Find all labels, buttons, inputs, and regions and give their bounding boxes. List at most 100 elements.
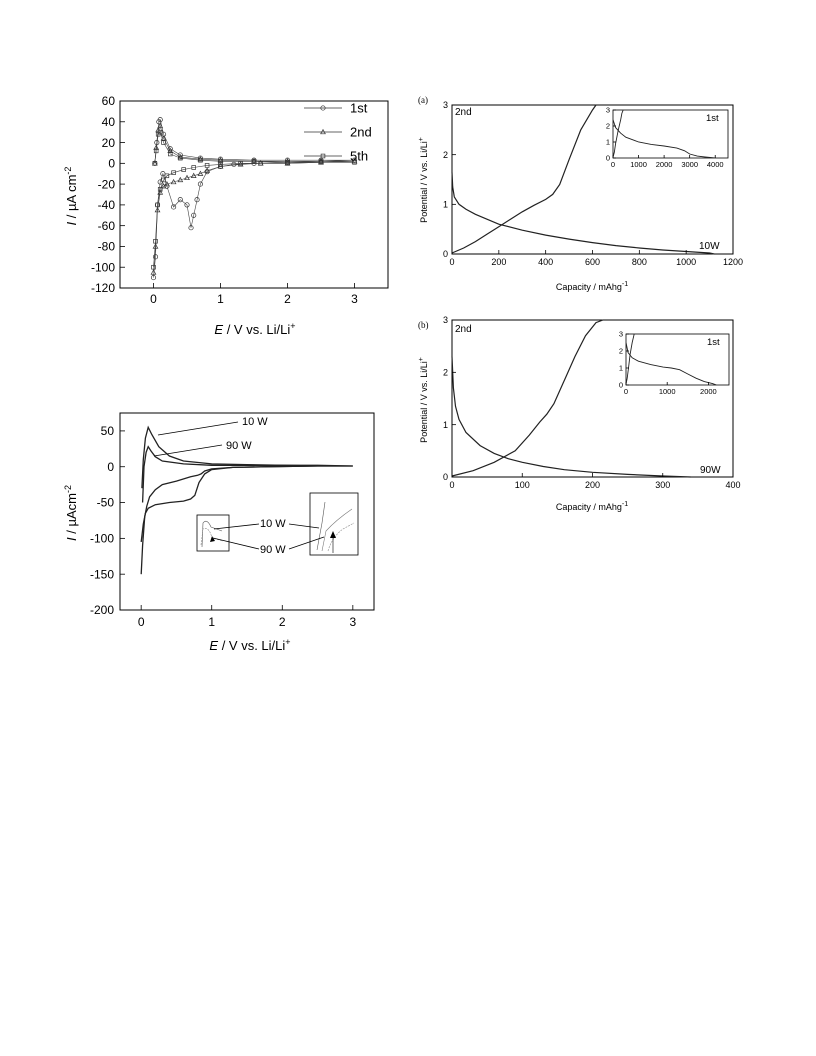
plot-frame [119,100,389,289]
y-tick-label: 1 [606,138,610,147]
data-point [318,160,324,165]
data-point [197,170,204,176]
data-point [188,225,194,231]
y-tick-label: -120 [91,281,115,295]
inset-corner-label: 1st [706,113,719,124]
legend-item-5th: 5th [304,149,368,164]
y-tick-label: -80 [98,240,116,254]
zoom-inset-left [196,514,230,552]
inset-first-cycle: 0 1000 2000 0 1 2 3 1st [619,330,730,396]
x-tick-label: 1200 [723,257,743,267]
data-point [151,264,156,270]
y-tick-label: -150 [90,567,114,581]
data-point [190,172,197,178]
y-tick-label: 1 [443,420,448,430]
data-point [181,167,186,172]
data-point [150,275,157,281]
cv-cycles-svg: 0 1 2 3 -120 -100 -80 -60 -40 -20 0 20 40 60 1st 2nd 5t… [63,94,389,337]
corner-label-2nd: 2nd [455,324,472,335]
x-tick-label: 1 [217,292,224,306]
data-point [320,128,326,135]
x-tick-label: 0 [138,615,145,629]
svg-text:90 W: 90 W [226,440,252,452]
x-tick-label: 0 [624,387,628,396]
svg-text:10 W: 10 W [260,518,286,530]
x-tick-label: 3 [349,615,356,629]
inset-frame [625,333,730,386]
data-point [194,197,200,203]
y-tick-label: 60 [102,94,116,108]
data-point [218,159,223,164]
y-tick-label: 50 [101,424,115,438]
y-tick-label: 1 [443,199,448,209]
data-point [157,187,163,192]
y-tick-label: -40 [98,198,116,212]
x-tick-label: 800 [632,257,647,267]
panel-label-b: (b) [418,320,429,330]
inset-first-cycle: 0 1000 2000 3000 4000 0 1 2 3 1st [606,106,729,169]
inset-corner-label: 1st [707,337,720,348]
x-tick-label: 3000 [681,160,698,169]
data-point [352,160,357,165]
data-point [157,122,164,129]
legend-label: 5th [350,149,368,164]
data-point [237,161,244,167]
y-axis-label: Potential / V vs. Li/Li+ [418,137,429,223]
inset-label-90w: 90 W [212,536,325,556]
y-tick-label: -100 [91,260,115,274]
y-tick-label: 0 [107,460,114,474]
data-point [258,161,263,166]
data-point [171,170,176,175]
data-point [318,158,324,164]
y-tick-label: 20 [102,136,116,150]
x-tick-label: 1000 [659,387,676,396]
x-tick-label: 4000 [707,160,724,169]
cv-power-svg: 0 1 2 3 -200 -150 -100 -50 0 50 10 W 90 W 10 W [63,412,375,653]
series-label-10w: 10W [699,241,720,252]
data-point [285,160,290,165]
data-point [164,173,170,179]
data-point [150,269,157,275]
x-tick-label: 2000 [700,387,717,396]
inset-curve-charge [626,334,635,385]
data-point [197,181,203,187]
x-tick-label: 2 [279,615,286,629]
inset-curve-discharge [626,342,717,385]
svg-text:10 W: 10 W [242,416,268,428]
x-axis-label: E / V vs. Li/Li+ [214,321,295,337]
data-point [204,167,210,173]
x-tick-label: 1000 [676,257,696,267]
data-point [153,148,159,154]
y-tick-label: 2 [443,367,448,377]
x-tick-label: 1000 [630,160,647,169]
y-tick-label: -60 [98,219,116,233]
data-point [320,153,326,159]
data-point [156,119,162,125]
data-point [167,151,173,157]
legend-label: 1st [350,101,368,116]
annotation-10w: 10 W [157,416,268,436]
data-point [217,157,224,163]
data-point [198,157,203,163]
data-point [177,176,184,183]
y-tick-label: 0 [443,249,448,259]
data-point [161,140,166,145]
series-5th [151,129,357,270]
inset-curve-discharge [613,119,716,158]
data-point [191,212,197,218]
data-point [155,131,161,137]
y-tick-label: 0 [606,154,610,163]
gcd-chart-90w: (b) 0 100 200 300 400 0 1 2 3 2nd 90W 0 1000 2000 0… [412,310,752,522]
x-tick-label: 3 [351,292,358,306]
x-tick-label: 300 [655,480,670,490]
x-tick-label: 0 [611,160,615,169]
zoom-inset-right [309,492,359,556]
x-tick-label: 600 [585,257,600,267]
x-tick-label: 0 [449,257,454,267]
x-axis-label: Capacity / mAhg-1 [556,281,628,292]
y-tick-label: -20 [98,177,116,191]
y-tick-label: -50 [97,496,115,510]
